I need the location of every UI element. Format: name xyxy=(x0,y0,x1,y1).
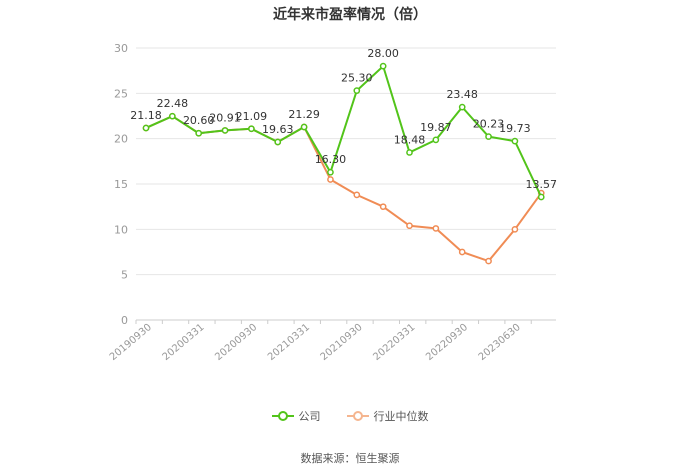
data-label: 19.87 xyxy=(420,121,452,134)
x-tick-label: 20200930 xyxy=(213,322,259,363)
data-label: 21.09 xyxy=(236,110,268,123)
source-text: 数据来源：恒生聚源 xyxy=(300,452,400,465)
legend-label-company: 公司 xyxy=(298,410,321,423)
y-tick-label: 5 xyxy=(121,269,128,282)
data-point-company xyxy=(458,103,466,111)
data-point-industry-median xyxy=(511,225,519,233)
data-label: 19.73 xyxy=(499,122,531,135)
legend-label-industry-median: 行业中位数 xyxy=(373,410,429,423)
data-point-company xyxy=(432,136,440,144)
series-layer xyxy=(142,62,545,265)
data-label: 21.18 xyxy=(130,109,162,122)
y-tick-label: 25 xyxy=(114,87,128,100)
data-label: 23.48 xyxy=(446,88,478,101)
chart-title: 近年来市盈率情况（倍） xyxy=(273,7,427,23)
x-tick-label: 20210930 xyxy=(319,322,365,363)
y-tick-label: 20 xyxy=(114,133,128,146)
data-label: 16.30 xyxy=(315,153,347,166)
legend-swatch-industry-median xyxy=(346,411,369,421)
legend-item-company[interactable]: 公司 xyxy=(271,408,321,424)
data-label: 13.57 xyxy=(526,178,558,191)
data-point-company xyxy=(327,168,334,176)
data-label: 19.63 xyxy=(262,123,294,136)
data-point-company xyxy=(300,123,308,131)
data-point-industry-median xyxy=(485,257,492,265)
x-tick-label: 20210331 xyxy=(266,322,312,363)
data-label: 18.48 xyxy=(394,133,426,146)
data-point-company xyxy=(406,149,413,156)
y-tick-label: 30 xyxy=(114,42,128,55)
data-label: 25.30 xyxy=(341,72,373,85)
data-point-industry-median xyxy=(353,191,361,199)
data-point-industry-median xyxy=(327,176,334,183)
data-label: 20.91 xyxy=(209,111,241,124)
data-point-industry-median xyxy=(432,225,440,232)
data-point-industry-median xyxy=(379,203,387,211)
data-point-industry-median xyxy=(406,222,413,230)
data-point-company xyxy=(274,138,282,146)
y-tick-label: 10 xyxy=(114,223,128,236)
series-line-industry-median xyxy=(145,115,543,263)
x-tick-label: 20190930 xyxy=(108,322,154,363)
legend-item-industry-median[interactable]: 行业中位数 xyxy=(346,408,429,424)
data-point-company xyxy=(511,137,519,145)
legend: 公司 行业中位数 xyxy=(0,408,700,424)
data-point-industry-median xyxy=(458,248,466,256)
data-point-company xyxy=(195,129,203,137)
data-point-company xyxy=(537,193,545,201)
grid-layer xyxy=(136,47,556,321)
data-label: 22.48 xyxy=(157,97,189,110)
y-tick-label: 15 xyxy=(114,178,128,191)
data-label: 28.00 xyxy=(367,47,399,60)
data-point-company xyxy=(169,112,176,120)
x-tick-label: 20230630 xyxy=(477,322,523,363)
data-point-company xyxy=(221,127,229,134)
data-point-company xyxy=(142,124,150,132)
x-tick-label: 20220331 xyxy=(371,322,417,363)
data-label: 20.60 xyxy=(183,114,215,127)
data-point-company xyxy=(379,62,387,70)
data-point-company xyxy=(353,87,361,94)
x-tick-label: 20220930 xyxy=(424,322,470,363)
y-tick-label: 0 xyxy=(121,314,128,327)
legend-swatch-company xyxy=(271,411,294,421)
data-label: 21.29 xyxy=(288,108,320,121)
data-label: 20.23 xyxy=(473,118,505,131)
data-point-company xyxy=(485,133,492,140)
data-point-company xyxy=(248,125,255,133)
x-tick-label: 20200331 xyxy=(161,322,207,363)
series-line-company xyxy=(145,65,543,198)
